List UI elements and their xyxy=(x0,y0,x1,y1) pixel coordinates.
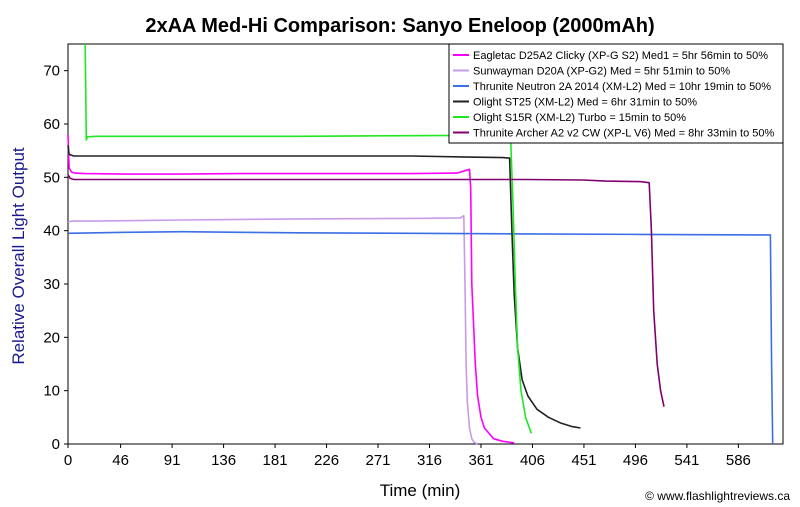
chart-title: 2xAA Med-Hi Comparison: Sanyo Eneloop (2… xyxy=(145,15,654,37)
y-tick-label: 20 xyxy=(43,329,60,346)
legend-entry-1: Eagletac D25A2 Clicky (XP-G S2) Med1 = 5… xyxy=(473,50,768,62)
legend-entry-2: Sunwayman D20A (XP-G2) Med = 5hr 51min t… xyxy=(473,66,730,78)
x-axis-label: Time (min) xyxy=(380,481,461,500)
x-tick-label: 496 xyxy=(623,452,648,469)
series-line-6 xyxy=(67,174,665,407)
x-tick-label: 541 xyxy=(674,452,699,469)
y-tick-label: 10 xyxy=(43,383,60,400)
series-line-1 xyxy=(67,134,515,444)
x-tick-label: 451 xyxy=(571,452,596,469)
x-tick-label: 91 xyxy=(164,452,181,469)
x-tick-label: 181 xyxy=(263,452,288,469)
y-axis-label: Relative Overall Light Output xyxy=(9,147,28,365)
x-tick-label: 226 xyxy=(314,452,339,469)
x-tick-label: 406 xyxy=(520,452,545,469)
y-tick-label: 0 xyxy=(52,436,60,453)
x-tick-label: 361 xyxy=(468,452,493,469)
plot-frame xyxy=(67,43,784,445)
x-tick-label: 46 xyxy=(112,452,129,469)
series-line-3 xyxy=(67,230,774,445)
y-tick-label: 60 xyxy=(43,116,60,133)
legend-entry-4: Olight ST25 (XM-L2) Med = 6hr 31min to 5… xyxy=(473,97,697,109)
legend: Eagletac D25A2 Clicky (XP-G S2) Med1 = 5… xyxy=(448,43,784,144)
x-tick-label: 316 xyxy=(417,452,442,469)
series-line-2 xyxy=(67,214,478,445)
x-tick-label: 271 xyxy=(366,452,391,469)
y-tick-label: 50 xyxy=(43,169,60,186)
y-tick-label: 70 xyxy=(43,63,60,80)
series-line-4 xyxy=(67,145,581,429)
legend-entry-6: Thrunite Archer A2 v2 CW (XP-L V6) Med =… xyxy=(473,128,775,140)
legend-box xyxy=(448,43,784,144)
credit-text: © www.flashlightreviews.ca xyxy=(645,489,790,503)
legend-entry-3: Thrunite Neutron 2A 2014 (XM-L2) Med = 1… xyxy=(473,81,771,93)
x-tick-label: 0 xyxy=(64,452,72,469)
y-tick-label: 40 xyxy=(43,223,60,240)
x-tick-label: 586 xyxy=(726,452,751,469)
x-tick-label: 136 xyxy=(211,452,236,469)
legend-entry-5: Olight S15R (XM-L2) Turbo = 15min to 50% xyxy=(473,112,686,124)
y-tick-label: 30 xyxy=(43,276,60,293)
tick-layer: 0 46 91 136 181 226 271 316 361 406 451 496 541 586 0 1… xyxy=(43,63,751,469)
